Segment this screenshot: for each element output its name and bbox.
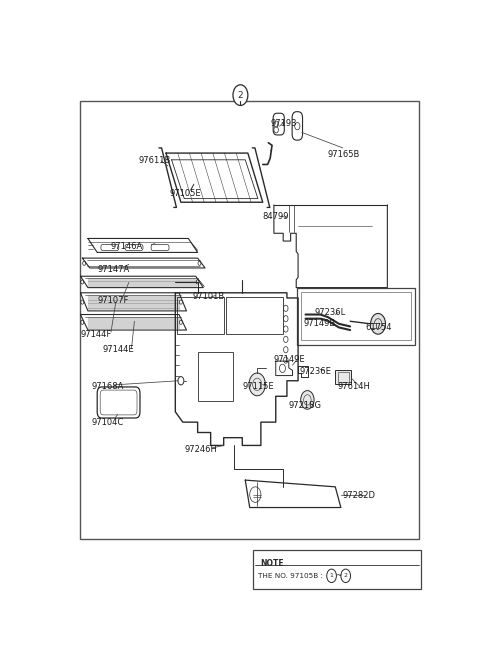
- Text: 97165B: 97165B: [328, 150, 360, 159]
- Text: 2: 2: [344, 573, 348, 579]
- Bar: [297, 288, 415, 345]
- Text: 97105E: 97105E: [170, 189, 202, 198]
- Circle shape: [249, 373, 265, 396]
- Circle shape: [300, 390, 314, 409]
- Bar: [370, 323, 376, 328]
- Bar: [253, 550, 421, 589]
- Text: 97611B: 97611B: [138, 157, 170, 165]
- Text: 97246H: 97246H: [185, 445, 217, 454]
- Text: NOTE: NOTE: [260, 559, 284, 569]
- Circle shape: [341, 569, 350, 583]
- Text: 84799: 84799: [263, 212, 289, 220]
- Text: 97101B: 97101B: [192, 292, 224, 301]
- Text: 97104C: 97104C: [92, 418, 124, 427]
- Circle shape: [327, 569, 336, 583]
- Circle shape: [371, 313, 385, 334]
- Text: 97146A: 97146A: [110, 242, 143, 251]
- Bar: [81, 101, 419, 538]
- Text: 97193: 97193: [270, 118, 297, 128]
- Text: 97149E: 97149E: [274, 355, 306, 364]
- Text: 97107F: 97107F: [97, 296, 129, 305]
- Text: THE NO. 97105B :: THE NO. 97105B :: [258, 573, 325, 579]
- Text: 97144F: 97144F: [81, 330, 112, 339]
- Text: 97236E: 97236E: [300, 368, 332, 376]
- Text: ~: ~: [335, 571, 341, 581]
- Text: 97218G: 97218G: [289, 401, 322, 410]
- Bar: [198, 352, 233, 401]
- Text: 97614H: 97614H: [337, 382, 370, 392]
- Text: 97282D: 97282D: [343, 491, 376, 500]
- Bar: [226, 297, 283, 334]
- Bar: [301, 292, 411, 341]
- Text: 97144E: 97144E: [103, 345, 134, 354]
- Text: 97147A: 97147A: [97, 265, 130, 274]
- Text: 97236L: 97236L: [315, 308, 346, 317]
- Bar: [177, 297, 224, 334]
- Text: 97149B: 97149B: [304, 319, 336, 329]
- Text: 1: 1: [330, 573, 334, 579]
- Bar: [335, 370, 351, 384]
- Text: 97115E: 97115E: [242, 382, 274, 392]
- Bar: [337, 372, 348, 382]
- Text: 97168A: 97168A: [92, 382, 124, 392]
- Text: 2: 2: [238, 91, 243, 99]
- Circle shape: [233, 85, 248, 106]
- Text: 61754: 61754: [365, 323, 392, 332]
